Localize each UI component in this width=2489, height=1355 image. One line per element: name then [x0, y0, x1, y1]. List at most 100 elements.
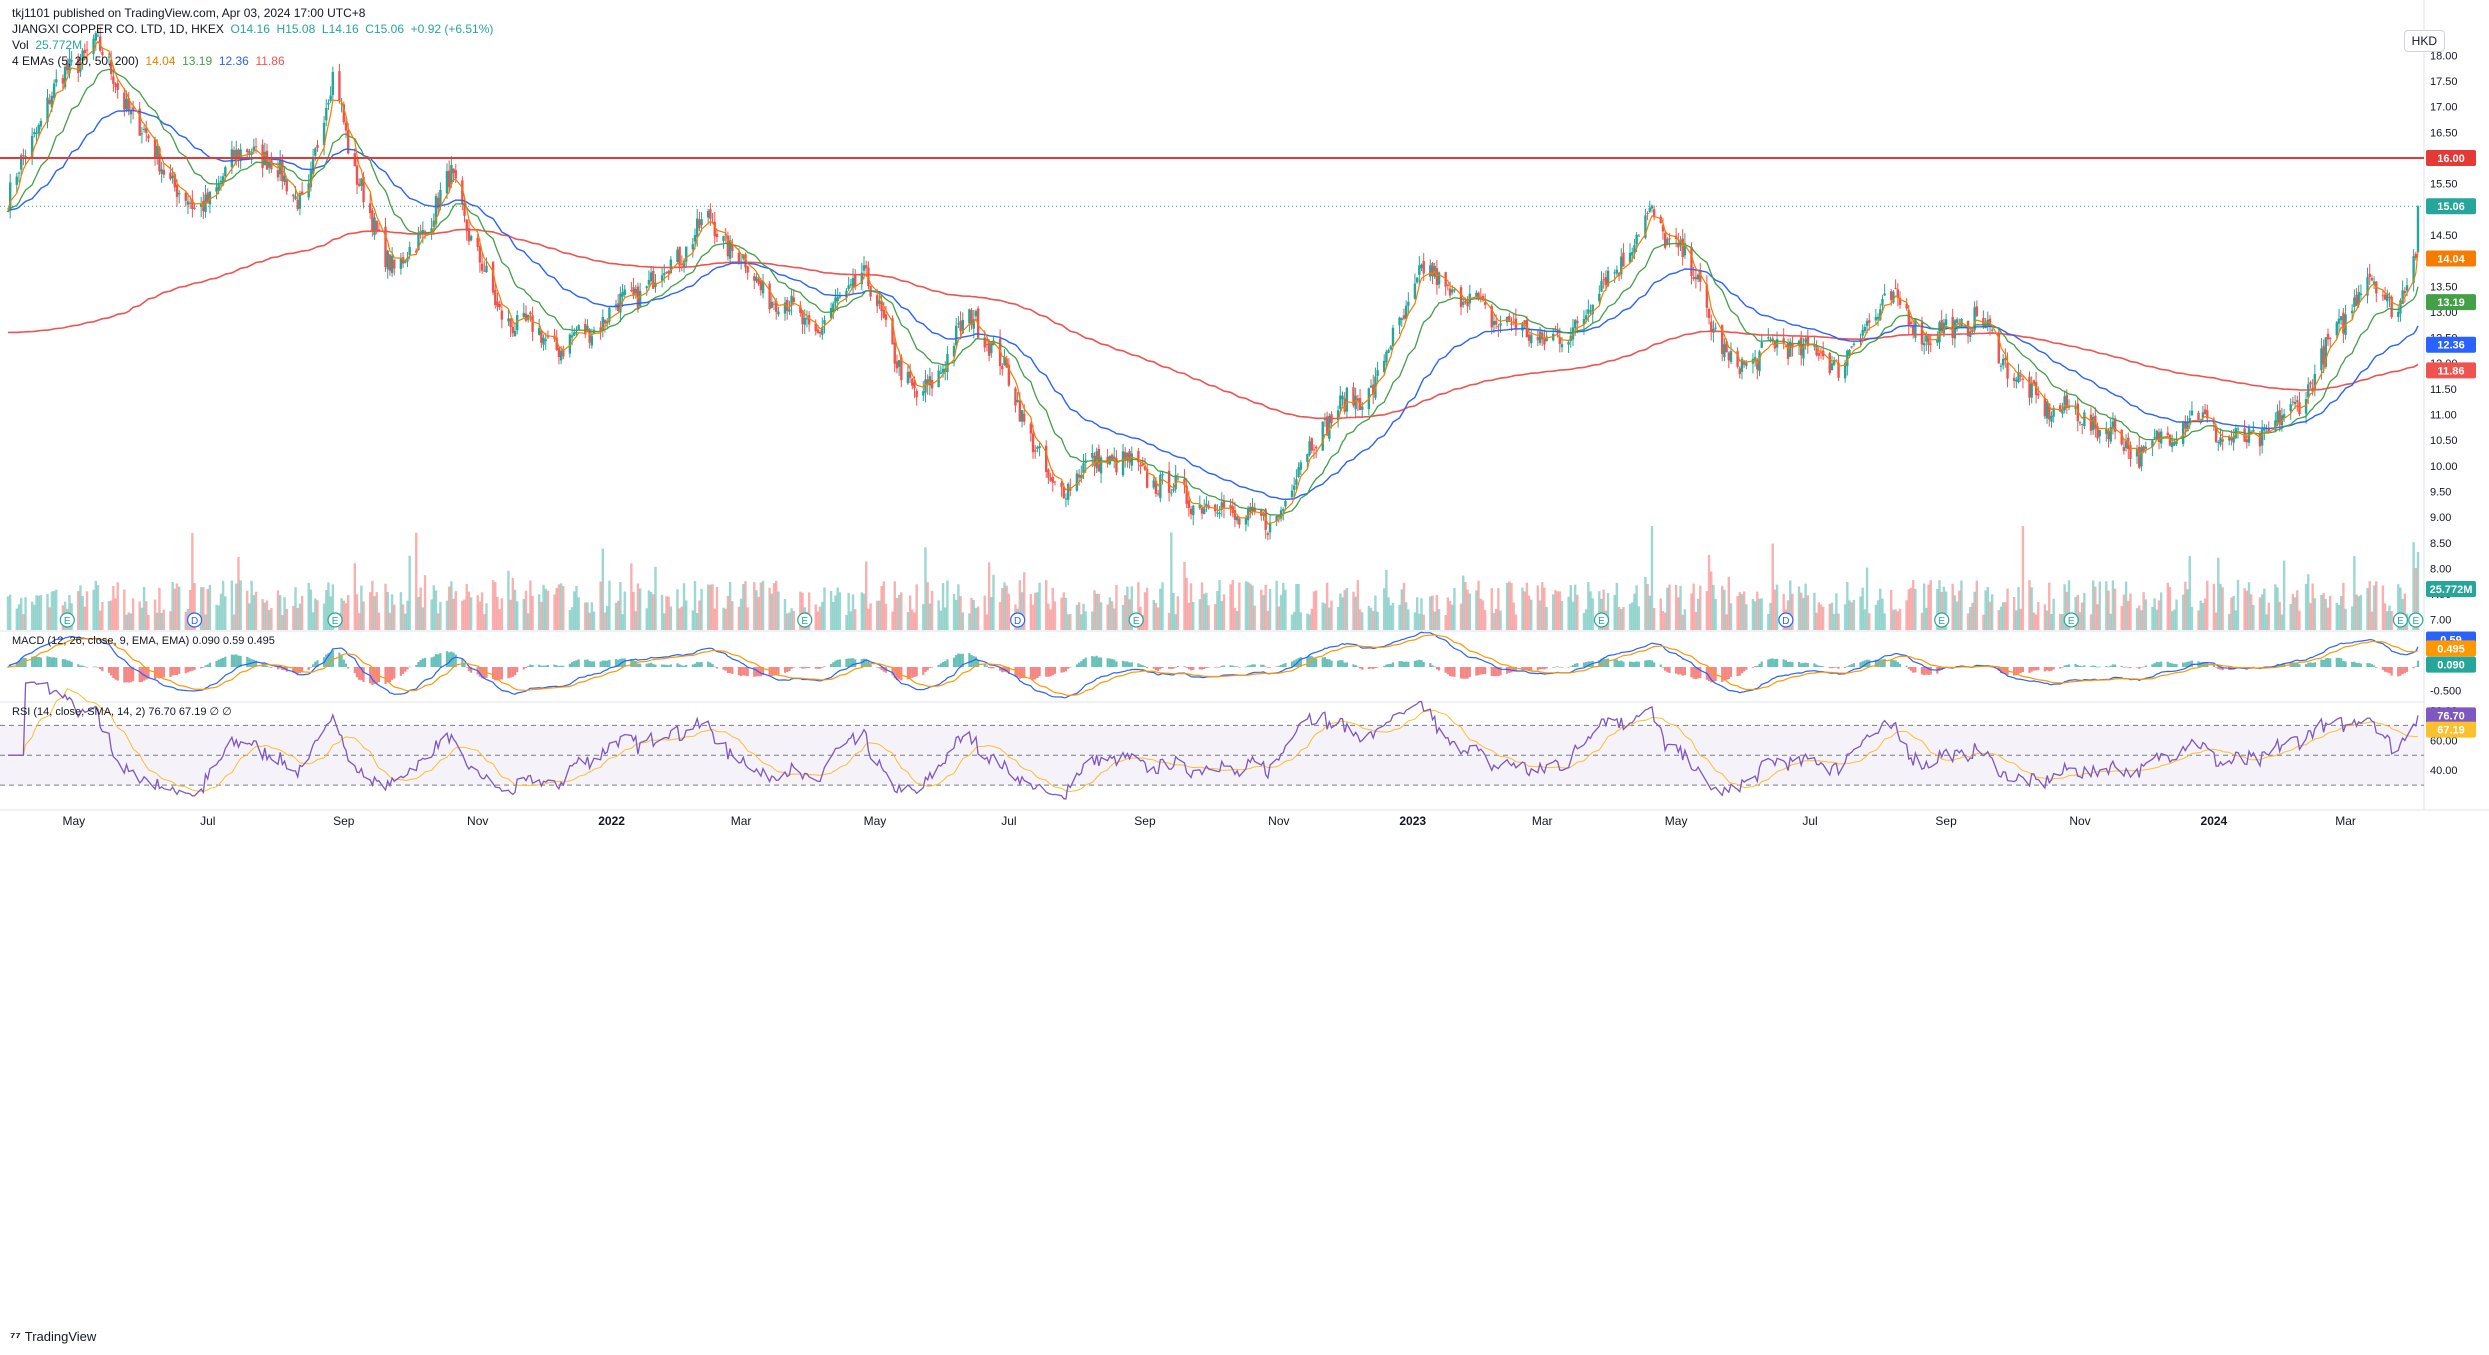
macd-hist-bar — [847, 658, 850, 667]
candle-body — [239, 149, 242, 161]
volume-bar — [131, 598, 135, 630]
volume-bar — [48, 607, 51, 630]
volume-bar — [1238, 582, 1241, 630]
macd-hist-bar — [746, 667, 749, 677]
volume-bar — [15, 608, 18, 630]
volume-bar — [2037, 602, 2040, 630]
macd-hist-bar — [2203, 662, 2207, 667]
macd-hist-bar — [816, 667, 820, 669]
volume-bar — [634, 611, 637, 630]
volume-bar — [2236, 579, 2240, 630]
volume-bar — [1459, 603, 1463, 630]
macd-hist-bar — [1128, 662, 1131, 667]
volume-bar — [592, 611, 596, 630]
candle-body — [834, 297, 837, 304]
candle-body — [1714, 327, 1717, 329]
candle-body — [647, 280, 651, 285]
candle-body — [985, 344, 989, 346]
volume-bar — [1435, 594, 1439, 630]
volume-bar — [1990, 594, 1994, 630]
macd-hist-bar — [1927, 667, 1930, 675]
volume-bar — [1124, 595, 1127, 630]
volume-bar — [1391, 602, 1395, 630]
volume-bar — [1369, 607, 1373, 630]
candle-body — [1782, 338, 1785, 343]
candle-body — [1920, 322, 1924, 345]
macd-hist-bar — [698, 662, 701, 667]
macd-hist-bar — [2032, 667, 2035, 671]
candle-body — [2135, 448, 2139, 457]
candle-body — [691, 244, 695, 250]
candle-body — [2350, 310, 2354, 314]
candle-body — [1490, 306, 1493, 328]
macd-hist-bar — [1137, 663, 1140, 667]
macd-hist-bar — [2017, 667, 2020, 674]
candle-body — [1874, 316, 1878, 321]
candle-body — [2151, 440, 2154, 448]
macd-hist-bar — [742, 667, 745, 676]
volume-bar — [544, 588, 547, 630]
macd-hist-bar — [248, 657, 251, 667]
ema50-price-badge-bg — [2426, 336, 2476, 353]
volume-bar — [590, 602, 594, 630]
volume-bar — [1053, 601, 1057, 630]
macd-hist-bar — [246, 656, 249, 667]
volume-bar — [1437, 609, 1441, 630]
volume-bar — [1143, 592, 1147, 630]
price-tick-label: 15.50 — [2430, 179, 2458, 191]
macd-hist-bar — [2320, 659, 2323, 667]
volume-bar — [753, 582, 756, 630]
volume-bar — [913, 612, 916, 630]
macd-hist-bar — [895, 667, 899, 680]
macd-hist-bar — [603, 660, 607, 667]
volume-bar — [746, 607, 749, 630]
volume-bar — [461, 600, 464, 630]
candle-body — [423, 231, 427, 233]
volume-bar — [818, 606, 822, 630]
candle-body — [386, 250, 389, 270]
volume-bar — [2157, 600, 2161, 630]
candle-body — [463, 203, 466, 216]
volume-bar — [1345, 587, 1349, 630]
macd-hist-bar — [1369, 667, 1373, 669]
volume-bar — [1448, 601, 1452, 630]
currency-button[interactable]: HKD — [2403, 30, 2445, 52]
volume-bar — [478, 601, 482, 630]
candle-body — [1740, 358, 1744, 372]
volume-bar — [713, 608, 716, 630]
volume-bar — [235, 583, 238, 630]
volume-bar — [731, 601, 734, 630]
volume-bar — [1837, 613, 1840, 630]
volume-bar — [270, 608, 273, 630]
time-tick-label: Jul — [1001, 814, 1016, 828]
tradingview-brand: TradingView — [24, 1329, 97, 1344]
macd-hist-bar — [882, 667, 885, 672]
macd-hist-bar — [432, 656, 435, 667]
volume-bar — [1490, 588, 1493, 630]
macd-hist-bar — [1139, 664, 1142, 667]
hline-price-badge: 16.00 — [2437, 153, 2465, 165]
volume-bar — [1023, 572, 1026, 630]
volume-bar — [1986, 586, 1989, 630]
macd-hist-bar — [1859, 662, 1862, 667]
candle-body — [171, 175, 174, 178]
macd-hist-bar — [1554, 666, 1557, 668]
volume-bar — [1745, 604, 1748, 630]
volume-bar — [992, 574, 995, 630]
macd-hist-bar — [1462, 667, 1465, 679]
close-value: C15.06 — [365, 22, 404, 36]
candle-body — [614, 304, 618, 307]
macd-hist-bar — [1444, 667, 1447, 673]
volume-bar — [162, 609, 166, 630]
macd-hist-bar — [974, 656, 978, 667]
candle-body — [2122, 447, 2126, 451]
macd-hist-bar — [2063, 665, 2066, 667]
candle-body — [1422, 260, 1425, 274]
candle-body — [1220, 502, 1223, 510]
published-line: tkj1101 published on TradingView.com, Ap… — [12, 6, 366, 20]
macd-hist-bar — [1407, 661, 1410, 667]
volume-bar — [2381, 585, 2385, 630]
volume-bar — [480, 592, 484, 630]
